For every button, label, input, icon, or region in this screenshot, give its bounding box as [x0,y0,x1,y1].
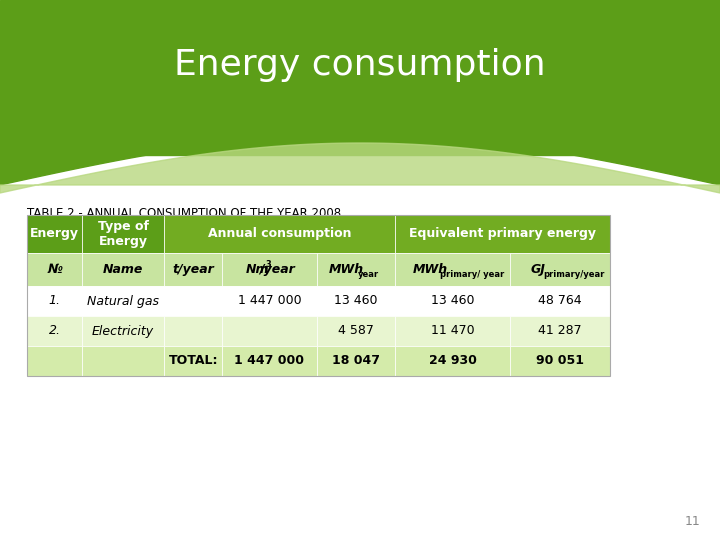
Text: Type of
Energy: Type of Energy [97,220,148,248]
Text: 2.: 2. [48,325,60,338]
Text: Name: Name [103,263,143,276]
Text: 24 930: 24 930 [428,354,477,368]
Text: year: year [357,270,379,279]
Bar [510,346,610,376]
Bar [82,316,164,346]
Bar [164,286,222,316]
Text: MWh: MWh [328,263,364,276]
Text: TOTAL:: TOTAL: [168,354,218,368]
Text: 13 460: 13 460 [334,294,378,307]
Bar [27,215,82,253]
Bar [222,316,317,346]
Bar [0,0,720,155]
Bar [317,253,395,286]
Text: 11: 11 [684,515,700,528]
Bar [222,253,317,286]
Text: Nm: Nm [246,263,269,276]
Text: 3: 3 [266,260,271,269]
Text: GJ: GJ [531,263,546,276]
Bar [82,215,164,253]
Text: Natural gas: Natural gas [87,294,159,307]
Bar [317,286,395,316]
Text: Electricity: Electricity [92,325,154,338]
Bar [82,253,164,286]
Text: Annual consumption: Annual consumption [208,227,351,240]
Bar [27,253,82,286]
Bar [27,346,82,376]
Text: TABLE 2 - ANNUAL CONSUMPTION OF THE YEAR 2008: TABLE 2 - ANNUAL CONSUMPTION OF THE YEAR… [27,207,341,220]
Polygon shape [0,143,720,193]
Bar [317,346,395,376]
Text: /year: /year [260,263,295,276]
Bar [164,346,222,376]
Text: Equivalent primary energy: Equivalent primary energy [409,227,596,240]
Text: 90 051: 90 051 [536,354,584,368]
Text: primary/ year: primary/ year [441,270,505,279]
Text: MWh: MWh [413,263,448,276]
Text: 11 470: 11 470 [431,325,474,338]
Bar [222,286,317,316]
Text: 1.: 1. [48,294,60,307]
Bar [395,253,510,286]
Text: 48 764: 48 764 [538,294,582,307]
Text: 1 447 000: 1 447 000 [238,294,301,307]
Bar [164,253,222,286]
Bar [395,286,510,316]
Bar [222,346,317,376]
Bar [164,316,222,346]
Text: №: № [47,263,62,276]
Text: primary/year: primary/year [544,270,605,279]
Bar [510,253,610,286]
Bar [164,215,395,253]
Bar [395,215,610,253]
Bar [395,346,510,376]
Text: 41 287: 41 287 [538,325,582,338]
Bar [27,286,82,316]
Text: 18 047: 18 047 [332,354,380,368]
Text: Energy consumption: Energy consumption [174,48,546,82]
Bar [317,316,395,346]
Text: 1 447 000: 1 447 000 [235,354,305,368]
Bar [82,286,164,316]
Bar [82,346,164,376]
Polygon shape [0,135,720,185]
Text: Energy: Energy [30,227,79,240]
Text: 4 587: 4 587 [338,325,374,338]
Bar [510,286,610,316]
Bar [27,215,610,376]
Bar [510,316,610,346]
Bar [27,316,82,346]
Bar [395,316,510,346]
Text: 13 460: 13 460 [431,294,474,307]
Text: t/year: t/year [172,263,214,276]
